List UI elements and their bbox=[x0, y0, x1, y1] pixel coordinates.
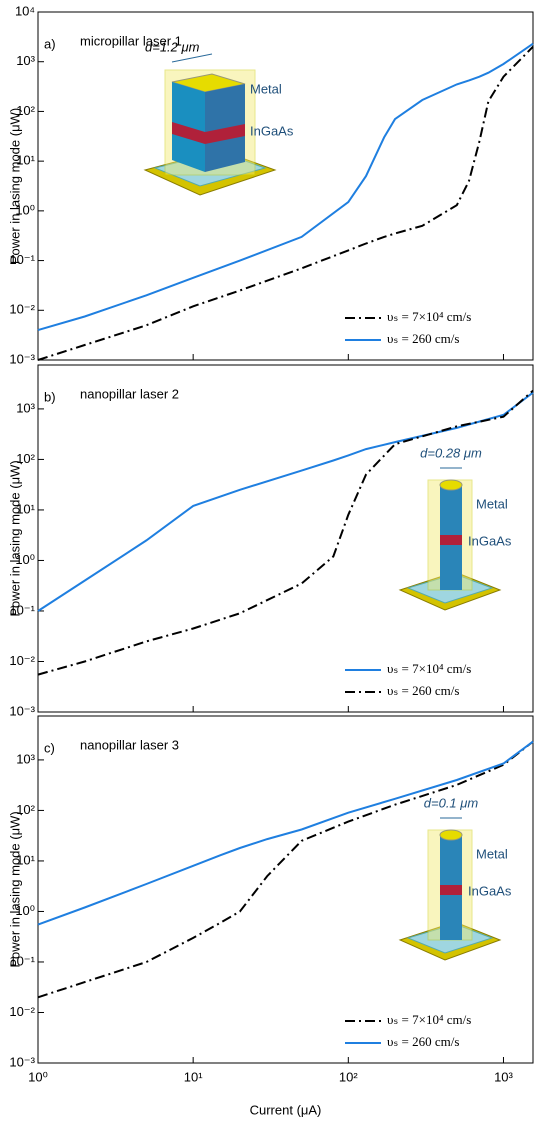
legend-label: υₛ = 7×10⁴ cm/s bbox=[387, 661, 471, 676]
panel-title: nanopillar laser 3 bbox=[80, 737, 179, 752]
y-tick-label: 10⁻³ bbox=[9, 351, 35, 366]
metal-label: Metal bbox=[476, 846, 508, 861]
y-tick-label: 10² bbox=[16, 802, 35, 817]
plot-frame bbox=[37, 364, 534, 713]
y-axis-label: Power in lasing mode (μW) bbox=[7, 811, 22, 967]
y-tick-label: 10¹ bbox=[16, 501, 35, 516]
active-layer bbox=[440, 535, 462, 545]
dimension-arrow bbox=[171, 53, 213, 63]
ingaas-label: InGaAs bbox=[250, 123, 294, 138]
y-tick-label: 10⁻² bbox=[9, 1004, 35, 1019]
y-tick-label: 10¹ bbox=[16, 852, 35, 867]
y-tick-label: 10² bbox=[16, 103, 35, 118]
x-tick-label: 10² bbox=[339, 1069, 358, 1084]
panel: 10⁻³ 10⁻² 10⁻¹ 10⁰ 10¹ 10² 10³ Power in lasing … bbox=[7, 364, 534, 718]
panel: 10⁻³ 10⁻² 10⁻¹ 10⁰ 10¹ 10² 10³ 10⁴ Power in lasi… bbox=[7, 3, 534, 366]
pillar-top bbox=[439, 479, 463, 491]
panel-label: c) bbox=[44, 740, 55, 755]
x-axis-label: Current (μA) bbox=[250, 1102, 322, 1117]
active-layer bbox=[440, 885, 462, 895]
ingaas-label: InGaAs bbox=[468, 883, 512, 898]
series-line bbox=[37, 740, 534, 926]
legend-label: υₛ = 260 cm/s bbox=[387, 683, 459, 698]
y-tick-label: 10³ bbox=[16, 53, 35, 68]
legend-label: υₛ = 260 cm/s bbox=[387, 331, 459, 346]
panel-label: a) bbox=[44, 36, 56, 51]
y-tick-label: 10³ bbox=[16, 400, 35, 415]
y-tick-label: 10⁻³ bbox=[9, 1054, 35, 1069]
series-line bbox=[37, 389, 534, 676]
panel: 10⁻³ 10⁻² 10⁻¹ 10⁰ 10¹ 10² 10³ 10⁰ 10¹ 10² 10³ Powe… bbox=[7, 715, 534, 1117]
pillar-top bbox=[439, 829, 463, 841]
series-line bbox=[37, 740, 534, 999]
y-tick-label: 10⁰ bbox=[15, 202, 35, 217]
y-tick-label: 10⁻¹ bbox=[9, 953, 35, 968]
series-line bbox=[37, 45, 534, 361]
y-axis-label: Power in lasing mode (μW) bbox=[7, 460, 22, 616]
x-tick-label: 10⁰ bbox=[28, 1069, 48, 1084]
x-tick-label: 10¹ bbox=[184, 1069, 203, 1084]
plot-frame bbox=[37, 715, 534, 1064]
y-tick-label: 10⁻¹ bbox=[9, 602, 35, 617]
dimension-label: d=1.2 μm bbox=[145, 39, 200, 54]
y-tick-label: 10⁻³ bbox=[9, 703, 35, 718]
y-tick-label: 10⁻² bbox=[9, 653, 35, 668]
series-line bbox=[37, 391, 534, 612]
metal-label: Metal bbox=[250, 81, 282, 96]
y-tick-label: 10³ bbox=[16, 751, 35, 766]
y-tick-label: 10² bbox=[16, 451, 35, 466]
panel-label: b) bbox=[44, 389, 56, 404]
series-line bbox=[37, 42, 534, 332]
dimension-label: d=0.28 μm bbox=[420, 445, 482, 460]
legend-label: υₛ = 260 cm/s bbox=[387, 1034, 459, 1049]
y-tick-label: 10⁰ bbox=[15, 552, 35, 567]
y-tick-label: 10⁻² bbox=[9, 302, 35, 317]
y-tick-label: 10⁻¹ bbox=[9, 252, 35, 267]
legend-label: υₛ = 7×10⁴ cm/s bbox=[387, 309, 471, 324]
legend-label: υₛ = 7×10⁴ cm/s bbox=[387, 1012, 471, 1027]
plot-frame bbox=[37, 11, 534, 361]
y-tick-label: 10⁰ bbox=[15, 903, 35, 918]
metal-label: Metal bbox=[476, 496, 508, 511]
y-tick-label: 10¹ bbox=[16, 153, 35, 168]
y-axis-label: Power in lasing mode (μW) bbox=[7, 108, 22, 264]
panel-title: nanopillar laser 2 bbox=[80, 386, 179, 401]
x-tick-label: 10³ bbox=[494, 1069, 513, 1084]
y-tick-label: 10⁴ bbox=[15, 3, 35, 18]
ingaas-label: InGaAs bbox=[468, 533, 512, 548]
dimension-label: d=0.1 μm bbox=[424, 795, 479, 810]
panel-title: micropillar laser 1 bbox=[80, 33, 182, 48]
active-layer bbox=[172, 122, 245, 144]
